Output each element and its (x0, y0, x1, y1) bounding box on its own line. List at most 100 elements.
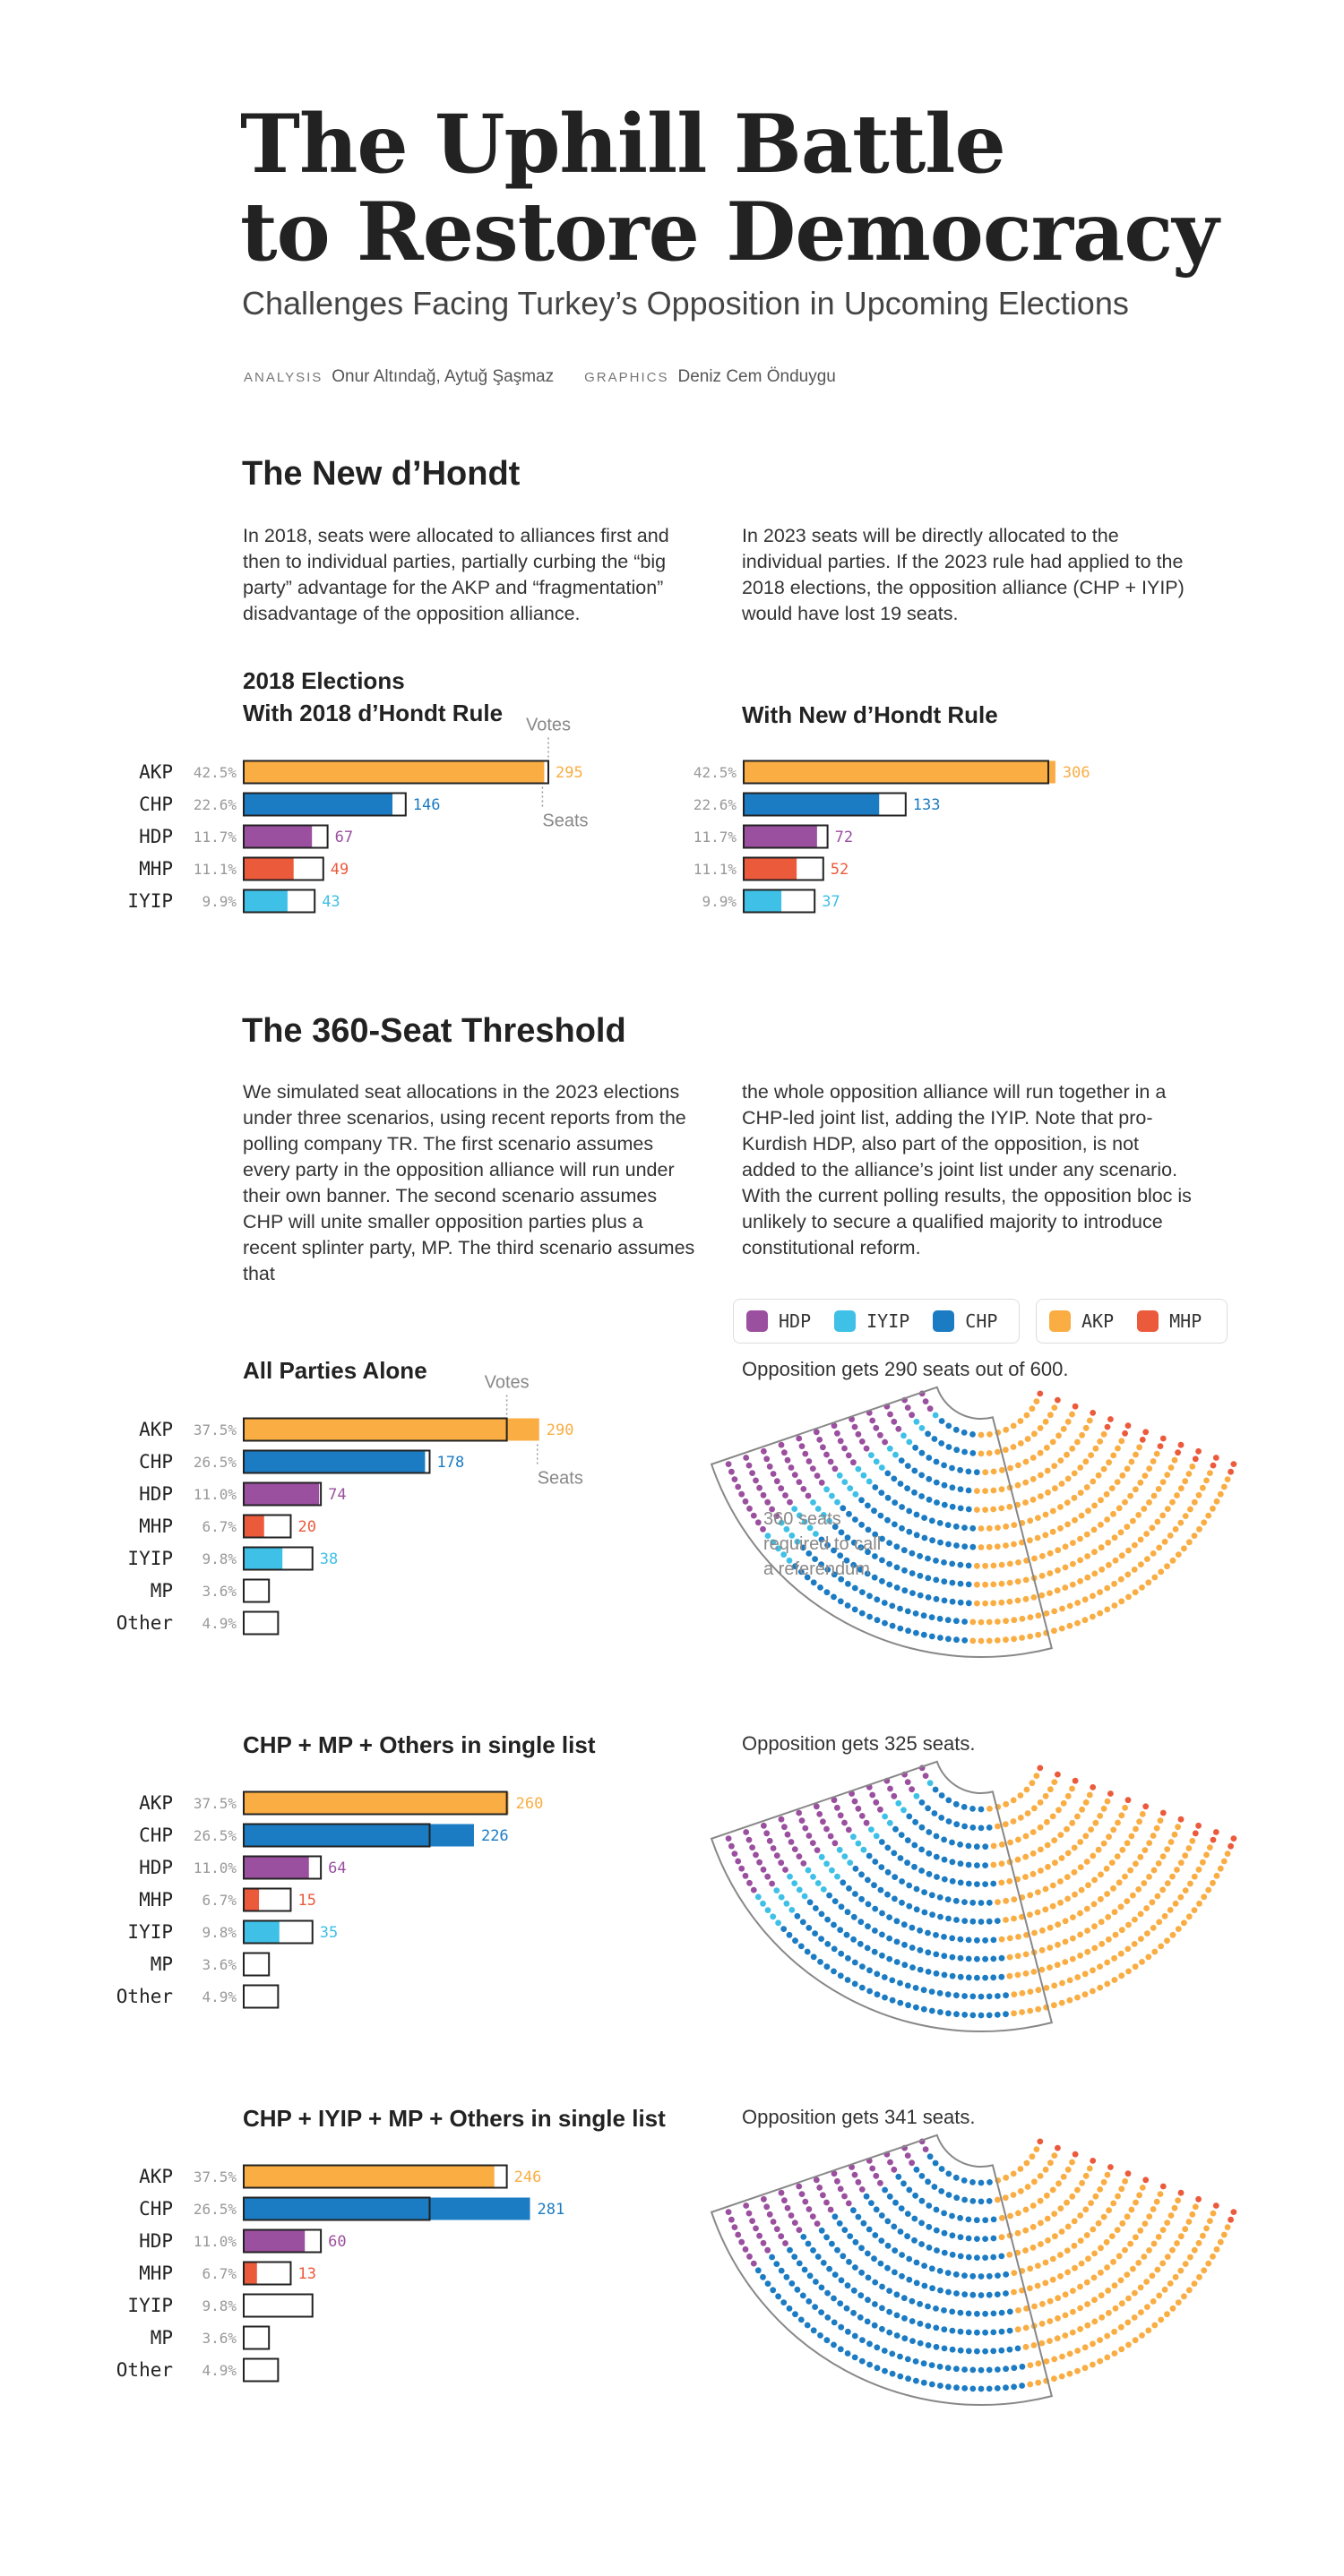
seat-dot-akp (1023, 1786, 1030, 1793)
seat-dot-akp (1201, 1893, 1208, 1901)
seat-dot-iyip (836, 1846, 843, 1853)
seat-dot-hdp (782, 2240, 788, 2246)
seat-dot-akp (1159, 1479, 1167, 1485)
seat-dot-chp (933, 2206, 940, 2213)
seat-dot-chp (786, 1931, 793, 1938)
seat-dot-akp (1081, 2344, 1089, 2351)
seat-dot-hdp (895, 1425, 902, 1432)
seat-dot-hdp (788, 1464, 795, 1471)
seat-dot-chp (936, 1989, 943, 1996)
seat-dot-akp (1069, 2329, 1076, 2336)
seat-dot-chp (891, 1475, 898, 1482)
seat-dot-akp (1118, 1598, 1125, 1605)
chart-title-2018: 2018 Elections With 2018 d’Hondt Rule (243, 665, 503, 729)
seat-dot-akp (1002, 1447, 1009, 1454)
seat-dot-iyip (847, 1859, 854, 1867)
seat-dot-hdp (760, 1866, 767, 1873)
seat-dot-akp (1097, 2186, 1104, 2193)
seat-dot-chp (952, 1800, 960, 1807)
seat-dot-hdp (887, 1411, 893, 1418)
seat-dot-akp (1078, 2260, 1085, 2267)
seat-dot-chp (961, 1804, 968, 1810)
seat-dot-akp (978, 1450, 985, 1457)
seat-dot-akp (1196, 2273, 1202, 2280)
vote-label-akp: 42.5% (694, 764, 737, 781)
seat-dot-chp (892, 2247, 899, 2254)
seat-label-chp: 133 (913, 796, 941, 814)
seat-dot-akp (1047, 1924, 1054, 1931)
seat-dot-akp (995, 1524, 1001, 1531)
seat-dot-chp (898, 1457, 905, 1464)
seat-dot-chp (899, 2252, 905, 2258)
seat-dot-akp (1111, 1954, 1117, 1962)
seat-dot-chp (918, 1472, 925, 1479)
seat-dot-akp (1064, 1895, 1071, 1902)
seat-dot-chp (965, 2329, 972, 2336)
legend-swatch-hdp (746, 1310, 768, 1332)
seat-dot-chp (879, 1535, 885, 1542)
seat-dot-chp (953, 2384, 960, 2391)
seat-dot-akp (1125, 2341, 1132, 2348)
seat-dot-iyip (829, 1867, 835, 1874)
seat-dot-akp (1116, 1879, 1123, 1886)
seat-dot-mhp (1157, 1443, 1164, 1449)
seat-dot-akp (1044, 1444, 1050, 1451)
seat-dot-iyip (805, 1867, 812, 1874)
seat-dot-chp (917, 2320, 924, 2327)
seat-dot-akp (986, 1431, 993, 1438)
seat-dot-chp (878, 1490, 885, 1496)
seat-dot-akp (1003, 1800, 1010, 1807)
vote-label-iyip: 9.8% (202, 2297, 237, 2314)
seat-dot-akp (1003, 2174, 1010, 2181)
seat-dot-hdp (760, 1525, 766, 1533)
seat-dot-hdp (766, 2211, 773, 2218)
seat-dot-akp (1057, 2205, 1064, 2212)
seat-dot-chp (864, 2318, 871, 2325)
seat-dot-chp (889, 1622, 896, 1629)
seat-dot-hdp (773, 1852, 780, 1859)
seat-dot-akp (1151, 1948, 1159, 1955)
seat-label-akp: 260 (516, 1795, 544, 1813)
vote-box-iyip (243, 2293, 314, 2318)
seat-bar-hdp (244, 825, 313, 848)
seat-dot-akp (1011, 2010, 1017, 2017)
seat-dot-akp (1136, 1818, 1142, 1825)
seat-dot-hdp (800, 1860, 807, 1867)
seat-dot-chp (884, 1516, 891, 1524)
seat-dot-hdp (753, 1851, 759, 1859)
seat-dot-chp (933, 1558, 939, 1564)
seat-dot-chp (844, 1602, 851, 1609)
seat-dot-akp (1027, 2285, 1033, 2292)
seat-dot-akp (1196, 1525, 1202, 1533)
seat-dot-chp (913, 1511, 920, 1518)
seat-dot-akp (1029, 2153, 1036, 2160)
seat-dot-akp (1031, 2303, 1038, 2310)
seat-dot-chp (982, 2348, 988, 2355)
legend-label-iyip: IYIP (866, 1310, 910, 1332)
seat-dot-chp (844, 1909, 851, 1916)
seat-dot-chp (957, 1860, 964, 1868)
seat-dot-akp (1062, 2332, 1069, 2339)
seat-dot-chp (986, 1825, 993, 1831)
seat-dot-chp (929, 1537, 935, 1544)
party-label-mhp: MHP (139, 858, 173, 880)
seat-dot-akp (990, 1842, 997, 1850)
seat-dot-akp (995, 1823, 1001, 1830)
seat-dot-hdp (791, 2220, 798, 2227)
seat-dot-chp (945, 1818, 952, 1825)
seat-dot-akp (1139, 1811, 1146, 1817)
seat-dot-akp (1054, 1587, 1061, 1594)
seat-dot-akp (982, 1562, 988, 1569)
seat-dot-akp (1177, 1859, 1185, 1867)
seat-dot-akp (1003, 1897, 1010, 1904)
seat-dot-chp (898, 2205, 905, 2212)
seat-dot-akp (1030, 1496, 1037, 1503)
seat-dot-akp (1154, 1518, 1161, 1525)
seat-dot-chp (831, 2213, 839, 2220)
seat-dot-akp (1185, 1471, 1193, 1477)
seat-dot-hdp (742, 1872, 749, 1879)
seat-dot-akp (1106, 2207, 1112, 2214)
seat-dot-akp (1027, 1537, 1033, 1544)
seat-dot-akp (1019, 1635, 1025, 1641)
seat-dot-chp (865, 1923, 871, 1930)
